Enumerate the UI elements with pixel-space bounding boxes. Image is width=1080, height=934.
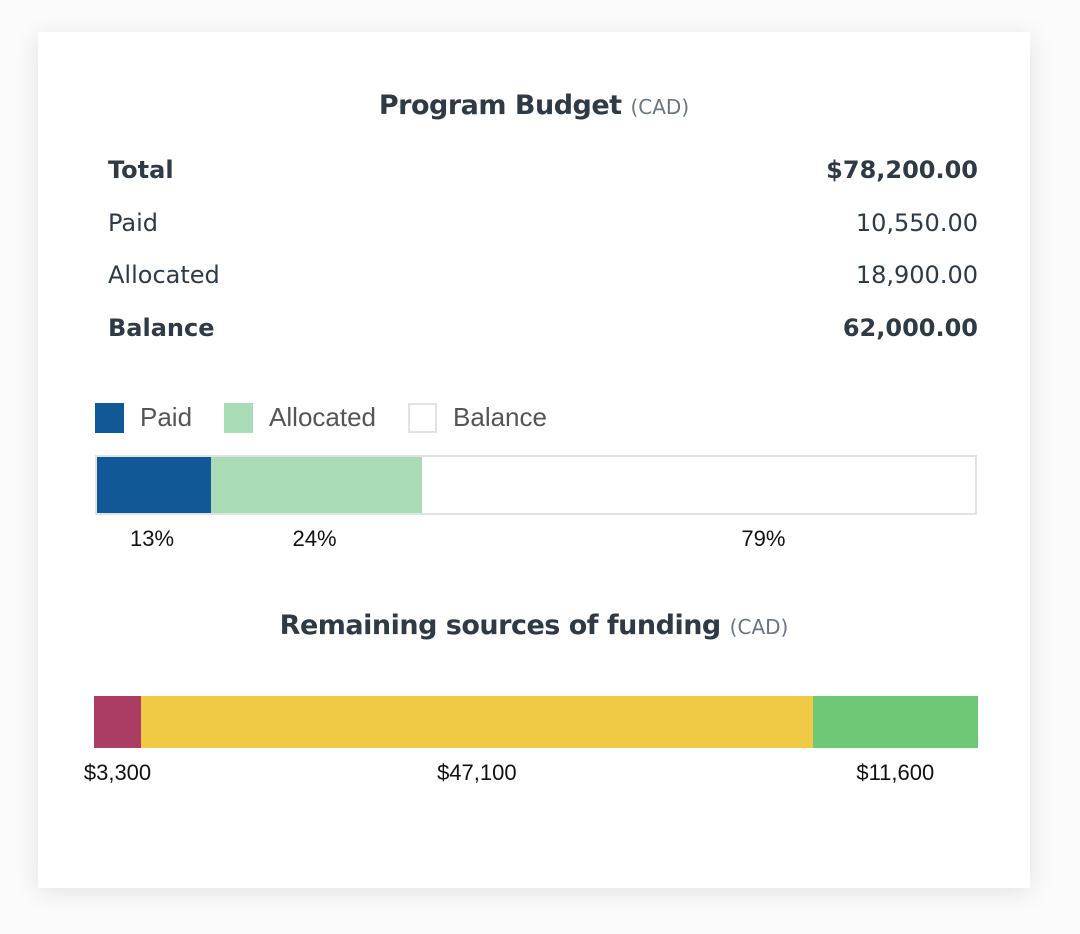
segment-label: 79% (741, 526, 786, 551)
legend-item-balance: Balance (408, 402, 547, 433)
legend-swatch (224, 402, 254, 433)
row-value: 10,550.00 (855, 208, 978, 237)
bar-segment (94, 696, 142, 748)
legend-item-paid: Paid (95, 402, 192, 433)
segment-label: $11,600 (856, 760, 935, 785)
bar-segment (141, 696, 813, 748)
budget-bar (95, 455, 977, 515)
legend: Paid Allocated Balance (95, 402, 579, 433)
funding-unit: (CAD) (729, 615, 789, 639)
legend-label: Allocated (269, 402, 377, 432)
legend-label: Balance (453, 402, 547, 432)
budget-title: Program Budget (CAD) (38, 90, 1030, 121)
budget-row-allocated: Allocated 18,900.00 (108, 261, 978, 289)
row-label: Paid (108, 208, 159, 237)
legend-swatch (408, 402, 438, 433)
row-value: 62,000.00 (842, 313, 978, 342)
budget-unit: (CAD) (630, 95, 690, 119)
row-label: Allocated (108, 261, 220, 289)
budget-row-paid: Paid 10,550.00 (108, 209, 978, 237)
budget-title-text: Program Budget (378, 90, 622, 121)
legend-swatch (95, 402, 124, 433)
row-value: 18,900.00 (855, 261, 978, 289)
segment-label: $3,300 (83, 760, 152, 785)
legend-label: Paid (140, 402, 193, 432)
funding-title: Remaining sources of funding (CAD) (38, 610, 1030, 641)
budget-card: Program Budget (CAD) Total $78,200.00 Paid… (38, 32, 1030, 888)
row-value: $78,200.00 (826, 156, 978, 184)
bar-segment (812, 696, 978, 748)
bar-segment (211, 457, 422, 513)
funding-title-text: Remaining sources of funding (279, 610, 722, 641)
bar-segment (97, 457, 212, 513)
segment-label: 24% (292, 526, 337, 551)
budget-row-total: Total $78,200.00 (108, 156, 978, 184)
row-label: Total (108, 156, 174, 184)
row-label: Balance (108, 313, 215, 342)
funding-bar (94, 696, 978, 748)
bar-segment (421, 457, 975, 513)
budget-row-balance: Balance 62,000.00 (108, 314, 978, 342)
segment-label: $47,100 (437, 760, 517, 785)
segment-label: 13% (130, 526, 175, 551)
legend-item-allocated: Allocated (224, 402, 376, 433)
